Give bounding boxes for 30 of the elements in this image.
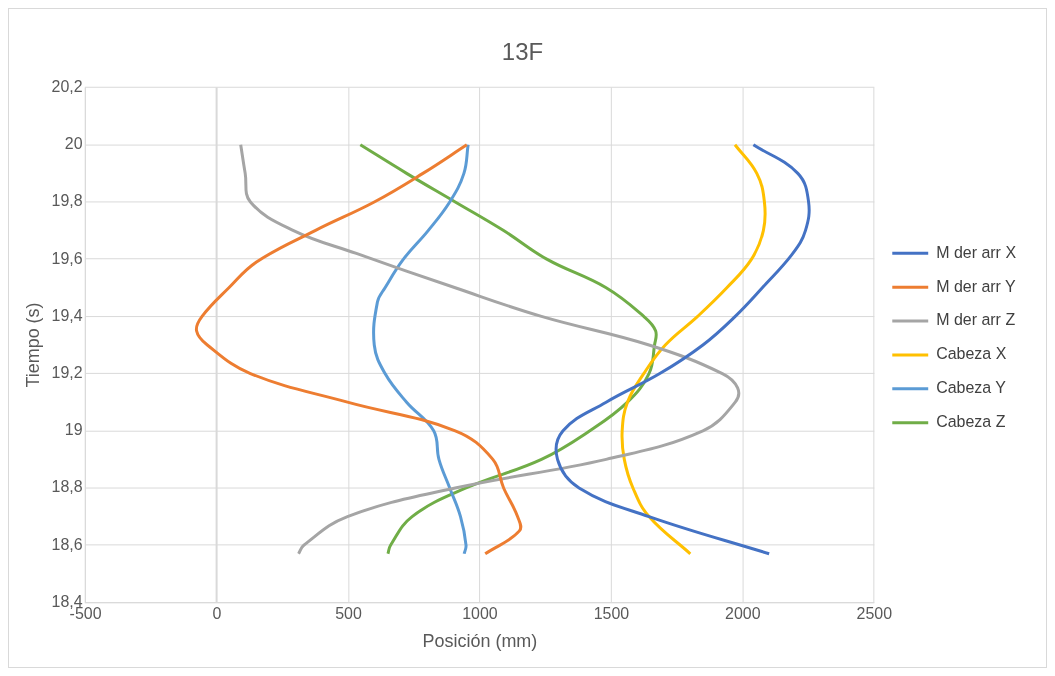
line-series: [372, 143, 470, 556]
y-tick-label: 20: [64, 135, 83, 153]
y-tick-label: 19: [64, 421, 83, 439]
line-series: [620, 143, 767, 556]
line-series: [358, 143, 658, 556]
line-series: [239, 143, 740, 556]
y-tick-label: 19,4: [51, 306, 83, 324]
legend-label: Cabeza X: [936, 345, 1007, 363]
x-tick-label: 2500: [856, 605, 893, 623]
x-axis-title: Posición (mm): [422, 631, 538, 652]
legend-label: M der arr X: [936, 243, 1017, 261]
y-tick-label: 18,6: [51, 535, 83, 553]
x-tick-label: 0: [212, 605, 222, 623]
x-tick-label: 500: [335, 605, 362, 623]
legend-label: Cabeza Y: [936, 379, 1007, 397]
legend-label: M der arr Z: [936, 311, 1016, 329]
y-tick-label: 18,4: [51, 592, 83, 610]
y-tick-label: 19,2: [51, 363, 83, 381]
x-tick-label: 2000: [725, 605, 761, 623]
line-series: [194, 143, 522, 556]
y-tick-label: 20,2: [51, 77, 83, 95]
x-tick-label: 1000: [462, 605, 498, 623]
y-tick-label: 19,8: [51, 192, 83, 210]
legend-label: M der arr Y: [936, 277, 1017, 295]
legend-label: Cabeza Z: [936, 413, 1006, 431]
x-tick-label: 1500: [593, 605, 630, 623]
y-tick-label: 18,8: [51, 478, 83, 496]
y-tick-label: 19,6: [51, 249, 83, 267]
chart-title: 13F: [501, 37, 544, 65]
y-axis-title: Tiempo (s): [22, 302, 43, 388]
